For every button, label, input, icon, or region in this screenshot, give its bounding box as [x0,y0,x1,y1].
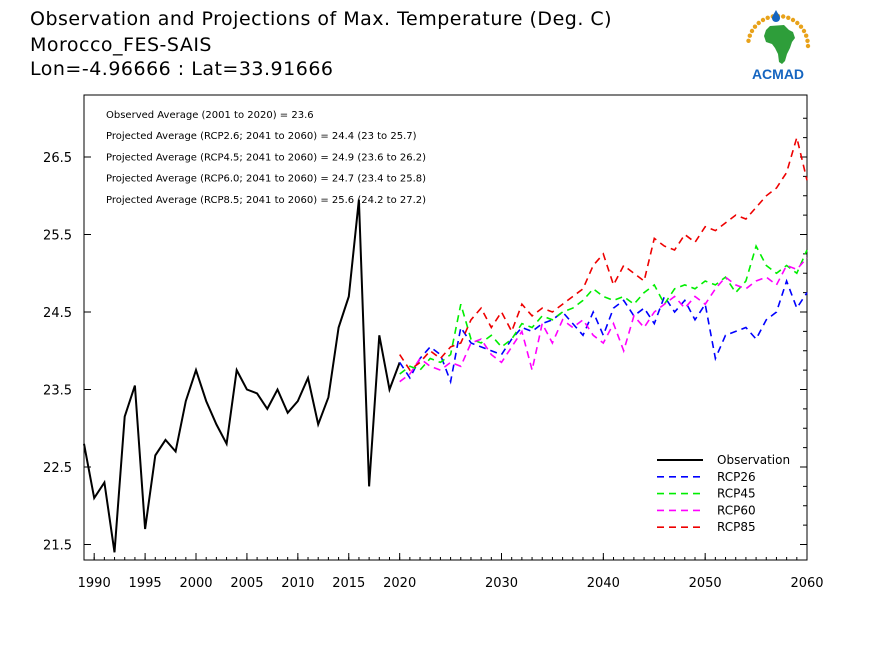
y-tick-label: 25.5 [43,229,72,244]
average-annotation: Projected Average (RCP2.6; 2041 to 2060)… [106,131,417,142]
logo-ray [801,28,807,34]
series-line-observation [83,199,401,553]
logo-ray [804,33,809,38]
x-tick-label: 2040 [587,576,620,591]
logo-ray [781,14,786,19]
y-tick-label: 24.5 [43,306,72,321]
x-tick-label: 2005 [230,576,263,591]
logo-ray [746,38,751,43]
acmad-logo: ACMAD [746,10,811,82]
logo-ray [760,17,766,23]
legend-label: RCP85 [717,520,756,534]
y-tick-label: 21.5 [43,539,72,554]
africa-map-icon [764,25,795,64]
legend-label: RCP26 [717,470,756,484]
logo-ray [805,38,810,43]
logo-ray [786,15,791,20]
legend-label: RCP60 [717,503,756,517]
plot-frame [83,94,808,561]
x-tick-label: 2000 [179,576,212,591]
legend-label: Observation [717,453,790,467]
logo-ray [752,24,758,29]
logo-ray [798,24,804,29]
water-drop-icon [772,10,780,22]
y-tick-label: 22.5 [43,461,72,476]
x-tick-label: 2030 [485,576,518,591]
title-line-2: Morocco_FES-SAIS [30,34,212,56]
logo-ray [756,20,761,26]
y-tick-label: 23.5 [43,384,72,399]
logo-ray [747,33,752,38]
average-annotation: Projected Average (RCP6.0; 2041 to 2060)… [106,174,426,185]
logo-ray [790,17,796,23]
y-tick-label: 26.5 [43,151,72,166]
x-tick-label: 1990 [78,576,111,591]
average-annotation: Projected Average (RCP4.5; 2041 to 2060)… [106,152,426,163]
x-tick-label: 1995 [129,576,162,591]
logo-ray [749,28,755,34]
x-tick-label: 2050 [689,576,722,591]
series-line-rcp85 [399,134,808,372]
title-line-1: Observation and Projections of Max. Temp… [30,8,613,30]
legend-label: RCP45 [717,487,756,501]
x-tick-label: 2020 [383,576,416,591]
x-tick-label: 2015 [332,576,365,591]
title-line-3: Lon=-4.96666 : Lat=33.91666 [30,58,334,80]
x-tick-label: 2060 [790,576,823,591]
series-line-rcp60 [399,257,808,383]
logo-ray [765,15,770,20]
logo-text: ACMAD [752,66,804,82]
x-tick-label: 2010 [281,576,314,591]
logo-ray [805,43,811,49]
average-annotation: Projected Average (RCP8.5; 2041 to 2060)… [106,195,426,206]
logo-ray [795,20,800,26]
average-annotation: Observed Average (2001 to 2020) = 23.6 [106,110,314,121]
series-line-rcp45 [399,243,808,375]
